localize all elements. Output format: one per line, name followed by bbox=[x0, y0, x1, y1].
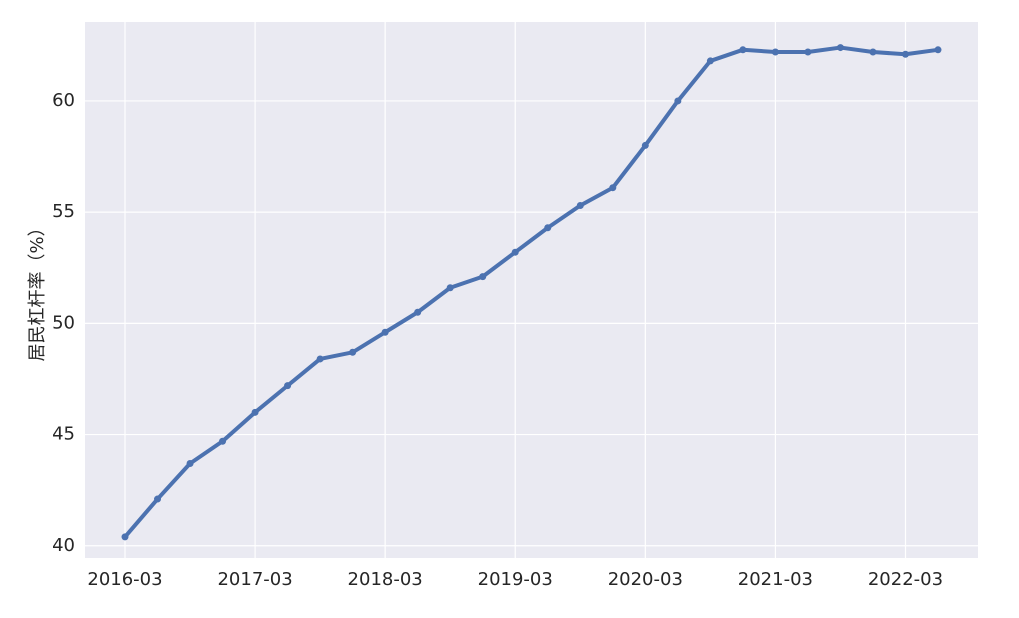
point bbox=[349, 348, 357, 356]
point bbox=[576, 201, 584, 209]
x-tick-label: 2019-03 bbox=[478, 569, 553, 590]
point bbox=[414, 308, 422, 316]
point bbox=[121, 533, 129, 541]
y-tick-label: 45 bbox=[52, 424, 75, 445]
point bbox=[544, 224, 552, 232]
point bbox=[219, 437, 227, 445]
x-tick-label: 2017-03 bbox=[217, 569, 292, 590]
x-tick-label: 2016-03 bbox=[87, 569, 162, 590]
point bbox=[381, 328, 389, 336]
point bbox=[901, 50, 909, 58]
y-tick-label: 40 bbox=[52, 535, 75, 556]
y-tick-label: 50 bbox=[52, 312, 75, 333]
x-tick-label: 2020-03 bbox=[608, 569, 683, 590]
point bbox=[154, 495, 162, 503]
point bbox=[674, 97, 682, 105]
point bbox=[771, 48, 779, 56]
point bbox=[836, 44, 844, 52]
point bbox=[739, 46, 747, 54]
point bbox=[479, 273, 487, 281]
point bbox=[869, 48, 877, 56]
y-tick-label: 60 bbox=[52, 90, 75, 111]
line bbox=[123, 45, 939, 539]
x-tick-label: 2021-03 bbox=[738, 569, 813, 590]
point bbox=[284, 382, 292, 390]
x-tick-label: 2018-03 bbox=[348, 569, 423, 590]
point bbox=[446, 284, 454, 292]
point bbox=[186, 459, 194, 467]
point bbox=[511, 248, 519, 256]
point bbox=[316, 355, 324, 363]
point bbox=[804, 48, 812, 56]
y-axis-label: 居民杠杆率（%） bbox=[27, 218, 48, 361]
x-tick-label: 2022-03 bbox=[868, 569, 943, 590]
y-tick-label: 55 bbox=[52, 201, 75, 222]
point bbox=[609, 184, 617, 192]
point bbox=[641, 141, 649, 149]
plot-area bbox=[85, 22, 978, 558]
point bbox=[706, 57, 714, 65]
point bbox=[934, 46, 942, 54]
point bbox=[251, 408, 259, 416]
